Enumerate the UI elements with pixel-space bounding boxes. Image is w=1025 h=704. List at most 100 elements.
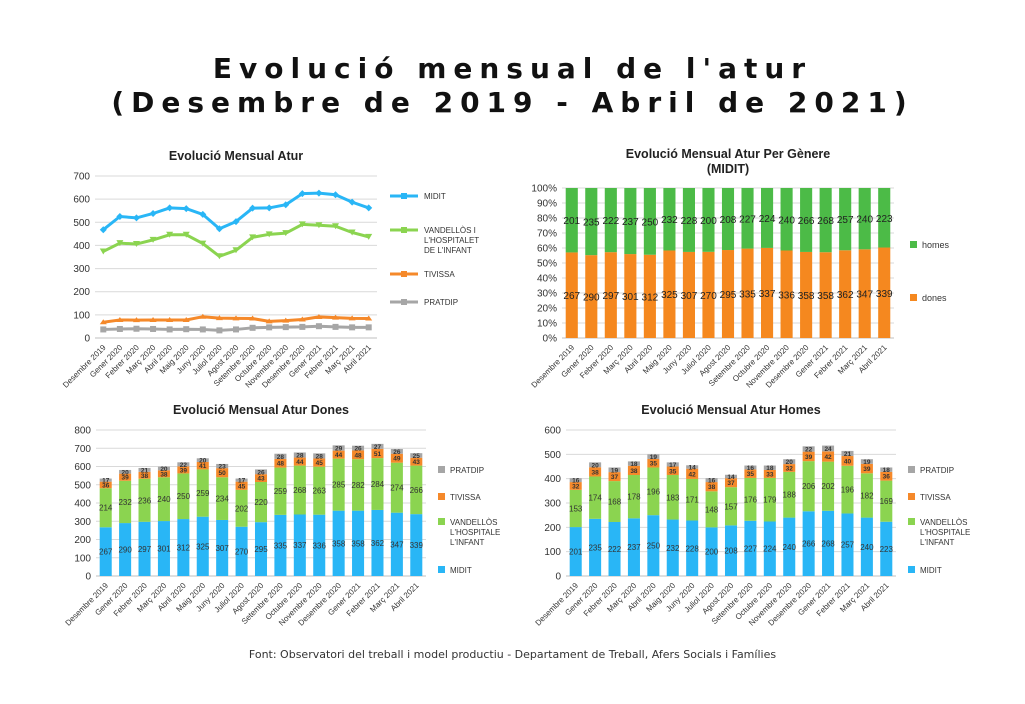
data-point (232, 315, 240, 321)
data-label-midit: 362 (371, 539, 385, 548)
bar-pratdip (371, 443, 384, 449)
bar-dones (800, 251, 813, 338)
bar-tivissa (860, 463, 873, 474)
data-label-pratdip: 14 (727, 474, 735, 481)
data-point (298, 316, 306, 322)
bar-tivissa (332, 450, 345, 459)
bar-pratdip (666, 462, 679, 467)
data-label-homes: 250 (642, 217, 659, 228)
data-label-midit: 240 (783, 543, 797, 552)
bar-homes (565, 188, 578, 253)
data-label-pratdip: 26 (257, 469, 265, 476)
data-label-midit: 240 (860, 543, 874, 552)
bar-midit (352, 510, 365, 576)
bar-homes (800, 188, 813, 252)
data-label-pratdip: 20 (199, 458, 207, 465)
bar-midit (274, 514, 287, 576)
data-point (249, 324, 256, 331)
y-tick-label: 500 (74, 480, 91, 491)
bar-homes (721, 188, 735, 251)
y-tick-label: 700 (73, 172, 90, 183)
chart-title: Evolució Mensual Atur Per Gènere (626, 147, 831, 161)
data-label-homes: 224 (759, 214, 776, 225)
data-label-midit: 208 (724, 547, 738, 556)
data-label-pratdip: 29 (335, 445, 343, 452)
data-label-pratdip: 16 (708, 478, 716, 485)
bar-midit (647, 515, 660, 576)
bar-vandell-s-i-l-hospitalet-de-l-infant (705, 491, 718, 528)
bar-vandell-s-i-l-hospitalet-de-l-infant (99, 488, 112, 528)
data-label-homes: 200 (700, 216, 717, 227)
data-point (133, 325, 140, 332)
legend-swatch (910, 294, 917, 301)
bar-homes (878, 188, 891, 248)
data-label-tivissa: 48 (277, 461, 285, 468)
bar-homes (858, 188, 871, 250)
data-label-dones: 307 (681, 291, 698, 302)
data-point (349, 324, 356, 331)
data-label-pratdip: 19 (611, 467, 619, 474)
bar-tivissa (371, 448, 384, 459)
bar-tivissa (196, 461, 209, 470)
bar-vandell-s-i-l-hospitalet-de-l-infant (235, 489, 248, 527)
bar-vandell-s-i-l-hospitalet-de-l-infant (802, 461, 815, 512)
data-point (282, 324, 289, 331)
data-label-pratdip: 28 (296, 453, 304, 460)
data-label-tivissa: 32 (572, 483, 580, 490)
data-label-pratdip: 26 (393, 449, 401, 456)
bar-midit (860, 517, 873, 576)
y-tick-label: 400 (544, 474, 561, 485)
bar-vandell-s-i-l-hospitalet-de-l-infant (860, 473, 873, 518)
bar-homes (819, 188, 832, 253)
bar-homes (604, 188, 617, 253)
bar-vandell-s-i-l-hospitalet-de-l-infant (313, 466, 326, 515)
main-title-line-1: Evolució mensual de l'atur (212, 52, 813, 85)
data-label-tivissa: 49 (393, 456, 401, 463)
y-tick-label: 0 (555, 572, 561, 583)
legend-label: PRATDIP (424, 298, 458, 307)
bar-vandell-s-i-l-hospitalet-de-l-infant (390, 462, 403, 513)
data-label-vandell-s-i-l-hospitalet-de-l-infant: 285 (332, 481, 346, 490)
data-label-homes: 232 (661, 215, 678, 226)
bar-vandell-s-i-l-hospitalet-de-l-infant (724, 487, 738, 526)
data-point (99, 248, 107, 255)
bar-pratdip (724, 474, 738, 479)
y-tick-label: 50% (537, 259, 557, 270)
bar-dones (741, 248, 754, 338)
bar-pratdip (569, 478, 582, 483)
data-label-pratdip: 19 (650, 454, 658, 461)
data-point (132, 241, 140, 248)
data-point (215, 253, 223, 260)
data-point (199, 210, 207, 218)
data-label-pratdip: 22 (805, 446, 813, 453)
data-label-tivissa: 39 (122, 475, 130, 482)
data-label-midit: 222 (608, 545, 622, 554)
y-tick-label: 70% (537, 229, 557, 240)
data-point (348, 315, 356, 321)
data-label-tivissa: 39 (180, 467, 188, 474)
data-point (249, 315, 257, 321)
bar-pratdip (313, 453, 326, 459)
data-label-dones: 336 (778, 290, 795, 301)
data-label-tivissa: 35 (747, 471, 755, 478)
legend-label: L'HOSPITALET (424, 236, 479, 245)
legend-label: VANDELLÒS I (424, 226, 476, 235)
data-point (100, 326, 107, 333)
y-tick-label: 600 (74, 462, 91, 473)
data-point (332, 223, 340, 230)
bar-midit (686, 520, 699, 576)
data-point (199, 240, 207, 247)
data-point (265, 231, 273, 238)
data-point (182, 316, 190, 322)
data-point (215, 315, 223, 321)
bar-homes (780, 188, 793, 251)
data-label-midit: 307 (215, 544, 229, 553)
data-label-vandell-s-i-l-hospitalet-de-l-infant: 182 (860, 491, 874, 500)
bar-pratdip (274, 453, 287, 459)
bar-midit (666, 519, 679, 576)
data-point (166, 326, 173, 333)
data-label-tivissa: 41 (199, 463, 207, 470)
data-label-pratdip: 20 (160, 466, 168, 473)
bar-tivissa (569, 482, 582, 490)
data-point (150, 325, 157, 332)
